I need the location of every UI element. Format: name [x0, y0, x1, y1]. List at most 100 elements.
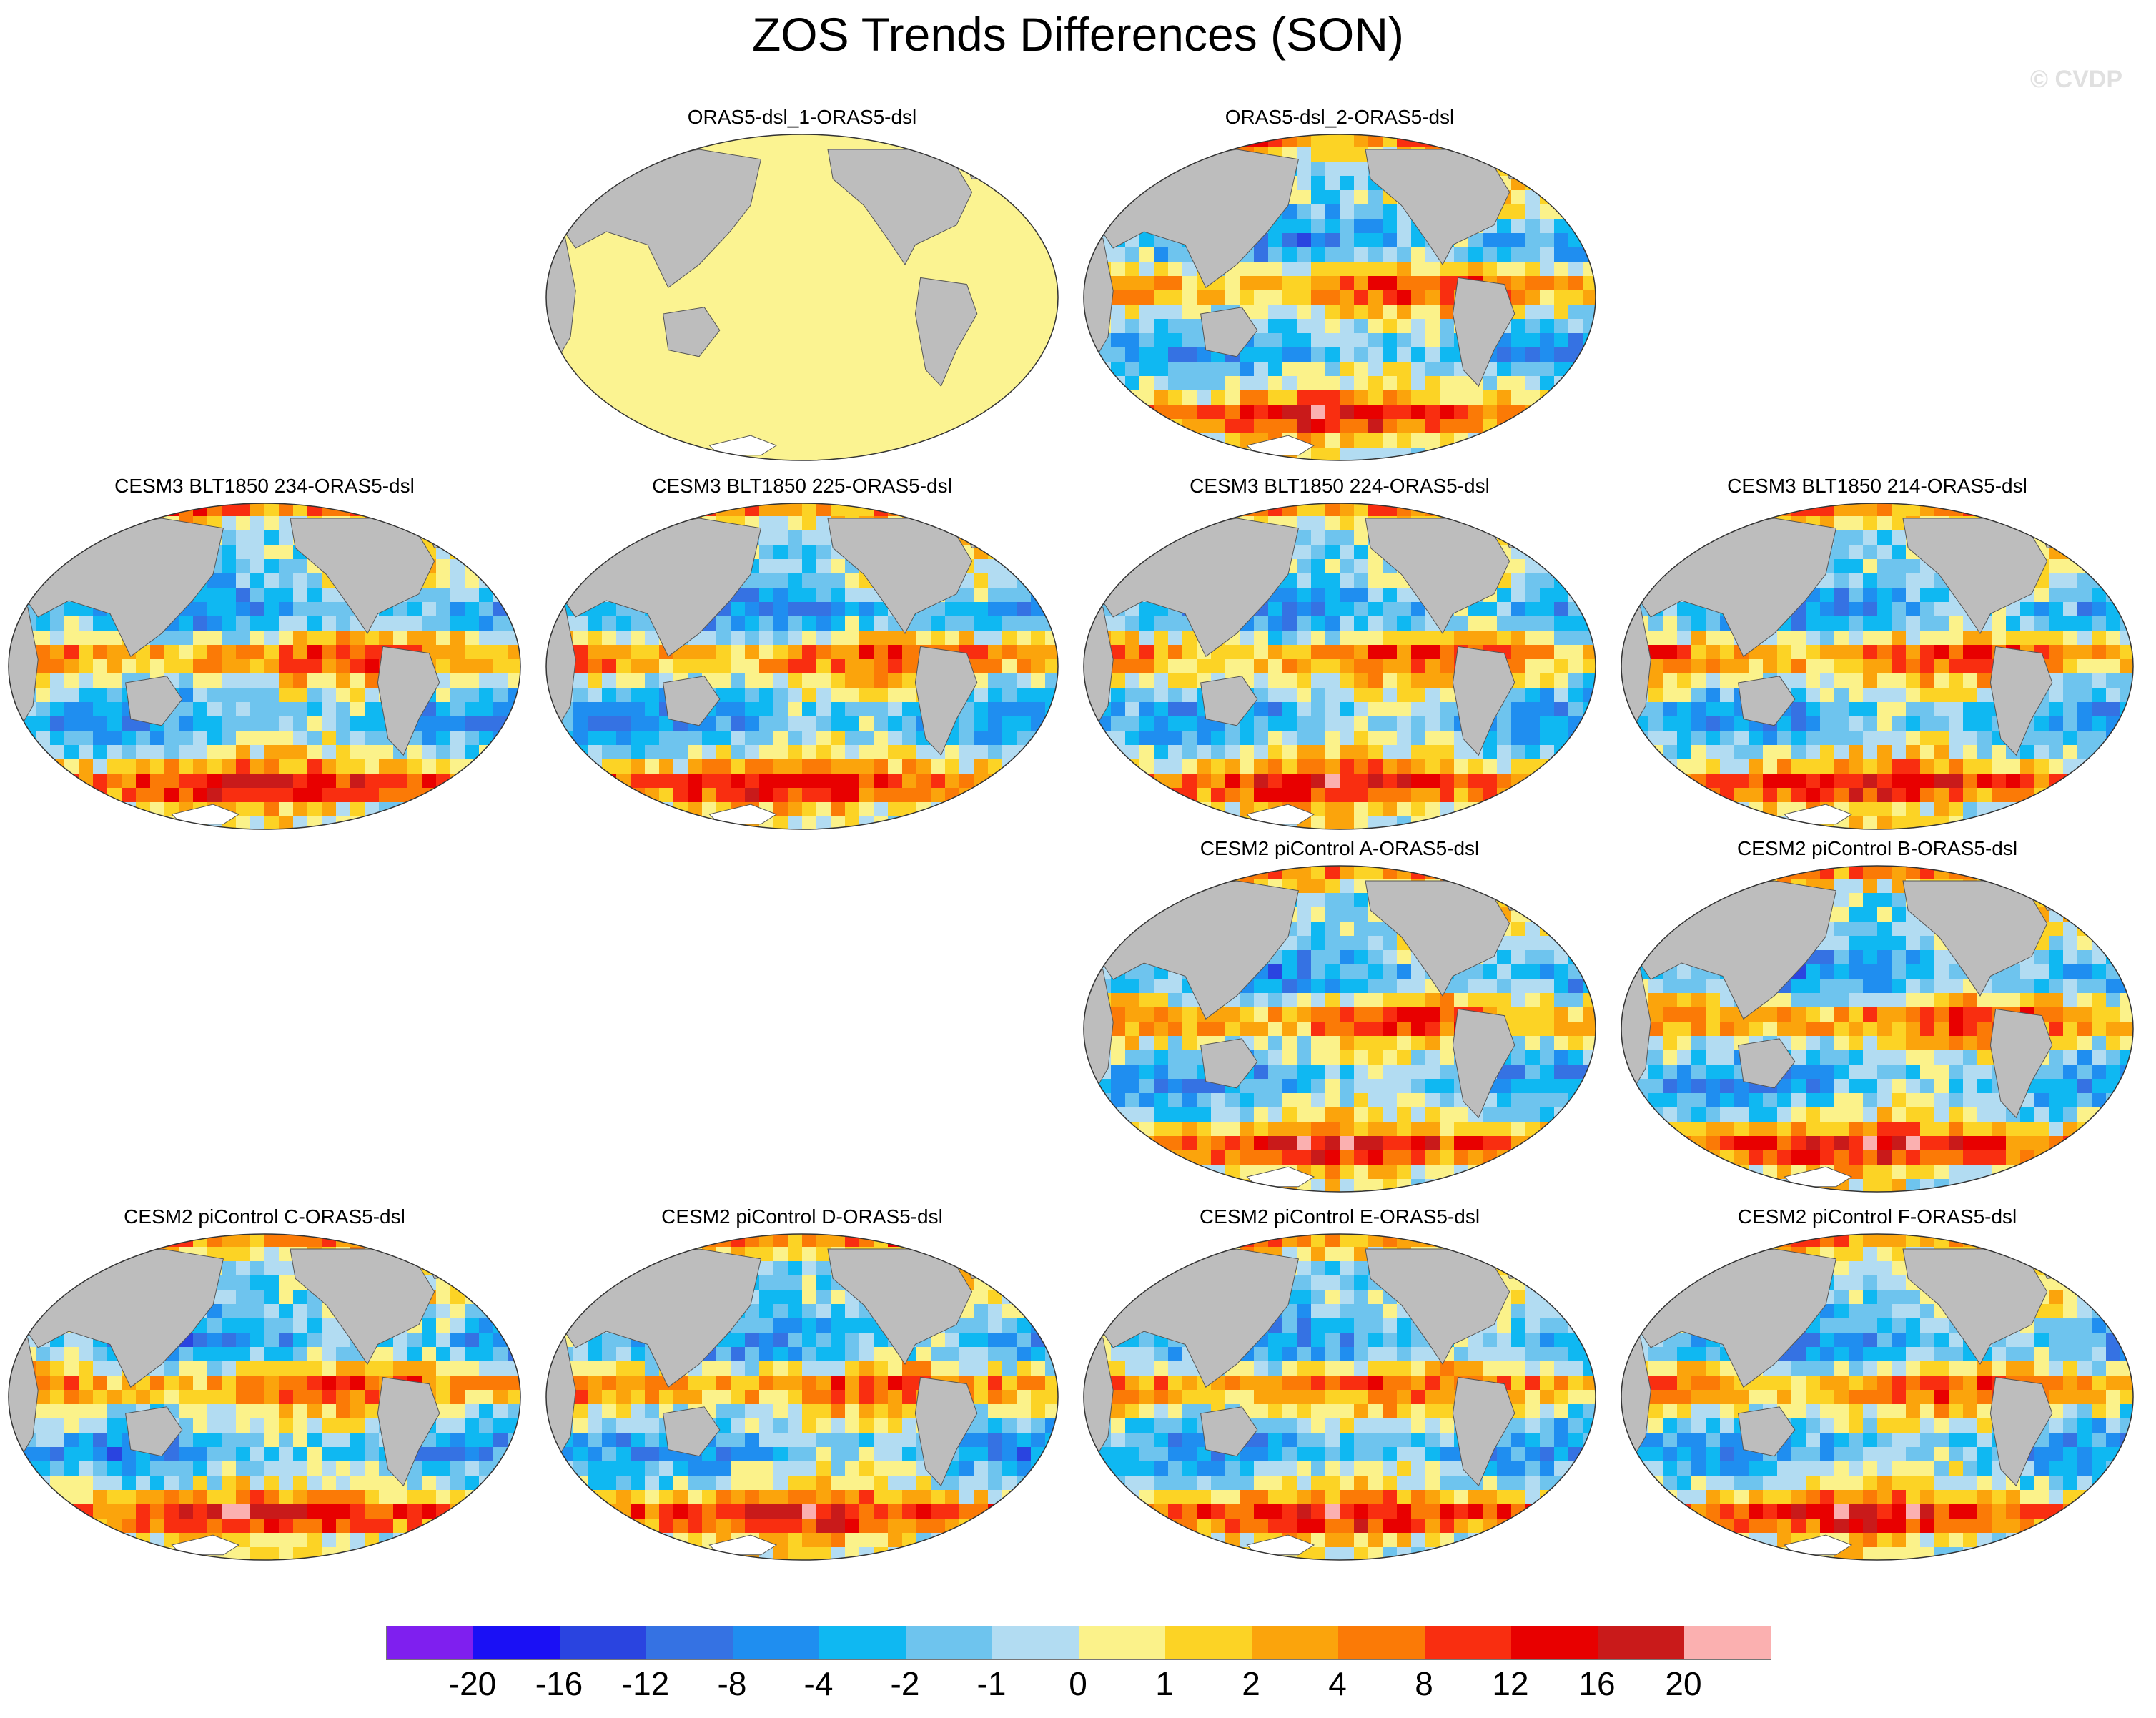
- ocean-cell: [945, 759, 960, 774]
- ocean-cell: [1440, 376, 1455, 391]
- ocean-cell: [759, 745, 774, 760]
- ocean-cell: [1084, 893, 1097, 908]
- ocean-cell: [1977, 688, 1992, 703]
- ocean-cell: [1706, 745, 1721, 760]
- ocean-cell: [2106, 673, 2121, 688]
- ocean-cell: [493, 673, 508, 688]
- ocean-cell: [150, 759, 165, 774]
- ocean-cell: [974, 745, 989, 760]
- ocean-cell: [673, 816, 688, 829]
- ocean-cell: [150, 788, 165, 803]
- ocean-cell: [64, 503, 79, 517]
- ocean-cell: [1325, 922, 1340, 937]
- ocean-cell: [193, 731, 208, 746]
- ocean-cell: [974, 816, 989, 829]
- ocean-cell: [731, 659, 746, 674]
- ocean-cell: [93, 702, 108, 717]
- ocean-cell: [1084, 936, 1097, 951]
- ocean-cell: [1182, 1036, 1197, 1051]
- ocean-cell: [1540, 788, 1555, 803]
- ocean-cell: [1706, 731, 1721, 746]
- ocean-cell: [1706, 673, 1721, 688]
- ocean-cell: [450, 716, 465, 731]
- ocean-cell: [1497, 362, 1512, 377]
- ocean-cell: [773, 602, 788, 617]
- ocean-cell: [1211, 376, 1226, 391]
- ocean-cell: [436, 530, 451, 545]
- ocean-cell: [93, 688, 108, 703]
- ocean-cell: [1397, 262, 1412, 277]
- ocean-cell: [1440, 362, 1455, 377]
- ocean-cell: [293, 731, 308, 746]
- ocean-cell: [831, 503, 846, 517]
- ocean-cell: [1268, 247, 1283, 262]
- ocean-cell: [888, 688, 903, 703]
- panel-title: CESM3 BLT1850 224-ORAS5-dsl: [1190, 475, 1490, 497]
- ocean-cell: [1168, 759, 1183, 774]
- ocean-cell: [1097, 1107, 1112, 1122]
- ocean-cell: [1877, 774, 1892, 789]
- ocean-cell: [1877, 616, 1892, 631]
- ocean-cell: [222, 688, 237, 703]
- ocean-cell: [1311, 645, 1326, 660]
- ocean-cell: [1254, 659, 1269, 674]
- ocean-cell: [1906, 745, 1921, 760]
- ocean-cell: [1454, 745, 1469, 760]
- ocean-cell: [659, 745, 674, 760]
- ocean-cell: [9, 716, 22, 731]
- ocean-cell: [1282, 645, 1297, 660]
- ocean-cell: [2092, 602, 2107, 617]
- ocean-cell: [1791, 659, 1806, 674]
- ocean-cell: [1111, 866, 1126, 879]
- ocean-cell: [350, 702, 365, 717]
- ocean-cell: [407, 759, 422, 774]
- ocean-cell: [1554, 588, 1569, 603]
- ocean-cell: [1892, 802, 1907, 817]
- ocean-cell: [465, 688, 480, 703]
- ocean-cell: [1097, 503, 1112, 517]
- ocean-cell: [2106, 759, 2121, 774]
- ocean-cell: [1197, 774, 1212, 789]
- ocean-cell: [1139, 290, 1154, 305]
- ocean-cell: [64, 631, 79, 646]
- ocean-cell: [1268, 1007, 1283, 1022]
- ocean-cell: [1583, 907, 1596, 922]
- ocean-cell: [1168, 631, 1183, 646]
- ocean-cell: [1648, 559, 1663, 574]
- ocean-cell: [1240, 659, 1255, 674]
- ocean-cell: [350, 788, 365, 803]
- ocean-cell: [1468, 390, 1483, 405]
- ocean-cell: [1325, 788, 1340, 803]
- ocean-cell: [1211, 290, 1226, 305]
- ocean-cell: [1325, 559, 1340, 574]
- ocean-cell: [336, 788, 351, 803]
- ocean-cell: [1240, 631, 1255, 646]
- ocean-cell: [1084, 405, 1097, 420]
- ocean-cell: [1583, 1022, 1596, 1037]
- ocean-cell: [1583, 204, 1596, 219]
- ocean-cell: [1749, 759, 1764, 774]
- ocean-cell: [1340, 190, 1355, 205]
- ocean-cell: [1368, 688, 1383, 703]
- ocean-cell: [1483, 816, 1498, 829]
- ocean-cell: [1368, 716, 1383, 731]
- ocean-cell: [122, 659, 137, 674]
- ocean-cell: [802, 788, 817, 803]
- ocean-cell: [1031, 731, 1046, 746]
- ocean-cell: [436, 702, 451, 717]
- ocean-cell: [1540, 1107, 1555, 1122]
- ocean-cell: [1963, 745, 1978, 760]
- ocean-cell: [1311, 688, 1326, 703]
- ocean-cell: [122, 503, 137, 517]
- ocean-cell: [36, 503, 51, 517]
- ocean-cell: [831, 731, 846, 746]
- ocean-cell: [1397, 333, 1412, 348]
- ocean-cell: [1154, 162, 1169, 177]
- ocean-cell: [1440, 788, 1455, 803]
- ocean-cell: [1425, 433, 1440, 448]
- ocean-cell: [279, 659, 294, 674]
- ocean-cell: [1583, 545, 1596, 560]
- ocean-cell: [1154, 788, 1169, 803]
- ocean-cell: [1282, 233, 1297, 248]
- ocean-cell: [1368, 405, 1383, 420]
